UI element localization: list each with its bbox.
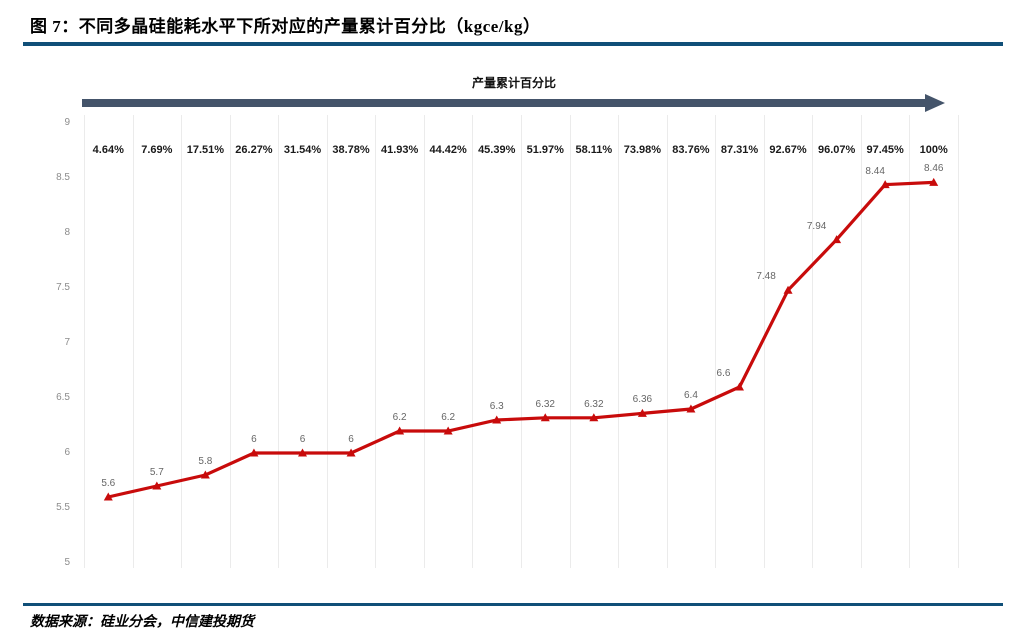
data-point-marker [637, 408, 647, 417]
category-label: 83.76% [672, 144, 710, 156]
category-label: 51.97% [526, 144, 564, 156]
gridline [812, 115, 814, 568]
gridline [472, 115, 474, 568]
plot-region: 9 8.5 8 7.5 7 6.5 6 5.5 5 4.64% 7.69% 17.51% 26.27% 3… [0, 46, 1020, 596]
category-label: 26.27% [235, 144, 273, 156]
gridline [229, 115, 231, 568]
data-point-marker [103, 492, 113, 501]
y-axis-tick-label: 5.5 [56, 502, 70, 513]
gridline [618, 115, 620, 568]
data-point-marker [249, 448, 259, 457]
gridline [181, 115, 183, 568]
gridline [84, 115, 85, 568]
data-point-label: 7.94 [806, 220, 827, 232]
data-point-label: 6.2 [392, 412, 407, 423]
data-point-marker [540, 413, 550, 422]
category-label: 96.07% [817, 144, 856, 156]
gridline [958, 115, 959, 568]
title-divider [23, 42, 1003, 46]
y-axis-tick-label: 5 [64, 557, 70, 568]
data-point-marker [880, 180, 890, 189]
data-point-marker [395, 426, 405, 435]
category-label: 38.78% [332, 144, 370, 156]
y-axis-tick-label: 8 [64, 227, 70, 238]
category-label: 58.11% [575, 144, 613, 156]
data-point-label: 6 [299, 434, 306, 445]
gridline [909, 115, 911, 568]
data-point-label: 6.4 [683, 390, 698, 401]
data-point-marker [298, 448, 307, 457]
data-point-label: 6 [251, 434, 257, 445]
trend-line [107, 180, 934, 499]
data-point-label: 5.8 [198, 456, 213, 467]
y-axis-tick-label: 8.5 [56, 172, 70, 183]
category-label: 4.64% [92, 144, 124, 156]
data-point-label: 6.6 [716, 368, 731, 379]
data-point-label: 8.46 [923, 163, 944, 175]
gridline [569, 115, 571, 568]
chart-area: 产量累计百分比 9 8.5 8 7.5 7 6.5 6 5.5 5 4.64% 7.69% 17.51… [0, 46, 1020, 596]
data-point-marker [443, 426, 453, 435]
category-label: 41.93% [380, 144, 419, 156]
category-label: 7.69% [141, 144, 173, 156]
y-axis-tick-label: 9 [64, 117, 70, 128]
gridline [423, 115, 425, 568]
y-axis-tick-label: 6.5 [56, 392, 70, 403]
gridline [763, 115, 765, 568]
gridline [715, 115, 717, 568]
data-point-label: 8.44 [865, 165, 885, 177]
category-label: 92.67% [769, 144, 807, 156]
gridline [132, 115, 134, 568]
data-point-label: 6.36 [632, 394, 653, 406]
y-axis-tick-label: 7.5 [56, 282, 70, 293]
line-series [103, 177, 939, 501]
data-point-label: 6 [348, 434, 354, 445]
data-point-marker [929, 177, 939, 186]
gridline [860, 115, 862, 568]
gridline [521, 115, 522, 568]
data-point-label: 6.32 [584, 398, 604, 410]
data-point-label: 5.7 [149, 467, 164, 478]
gridline [326, 115, 328, 568]
y-axis-tick-label: 6 [64, 447, 70, 458]
data-point-label: 5.6 [101, 478, 116, 489]
category-label: 97.45% [866, 144, 904, 156]
data-point-marker [686, 404, 696, 413]
category-label: 45.39% [478, 144, 516, 156]
gridline [375, 115, 377, 568]
data-point-label: 6.32 [535, 398, 555, 410]
data-source: 数据来源：硅业分会，中信建投期货 [30, 615, 254, 630]
y-axis-tick-label: 7 [64, 337, 70, 348]
arrow-shaft [82, 99, 927, 107]
data-point-marker [832, 235, 842, 244]
data-point-label: 6.3 [489, 401, 504, 412]
category-label: 44.42% [429, 144, 467, 156]
data-point-marker [200, 470, 210, 479]
data-point-label: 7.48 [756, 271, 776, 283]
arrow-head-icon [925, 94, 945, 112]
data-point-marker [735, 382, 744, 391]
data-point-marker [492, 415, 502, 424]
gridline [666, 115, 668, 568]
category-label: 87.31% [720, 144, 759, 156]
arrow-axis-title: 产量累计百分比 [471, 76, 556, 90]
data-point-marker [783, 285, 793, 294]
page-title: 图 7：不同多晶硅能耗水平下所对应的产量累计百分比（kgce/kg） [30, 17, 541, 36]
data-point-label: 6.2 [441, 412, 456, 423]
gridline [278, 115, 280, 568]
category-label: 73.98% [623, 144, 662, 156]
category-label: 100% [919, 144, 948, 156]
footer-divider [23, 603, 1003, 606]
category-label: 31.54% [283, 144, 322, 156]
category-label: 17.51% [186, 144, 225, 156]
data-point-marker [152, 481, 162, 490]
data-point-marker [346, 448, 356, 457]
data-point-marker [589, 413, 599, 422]
